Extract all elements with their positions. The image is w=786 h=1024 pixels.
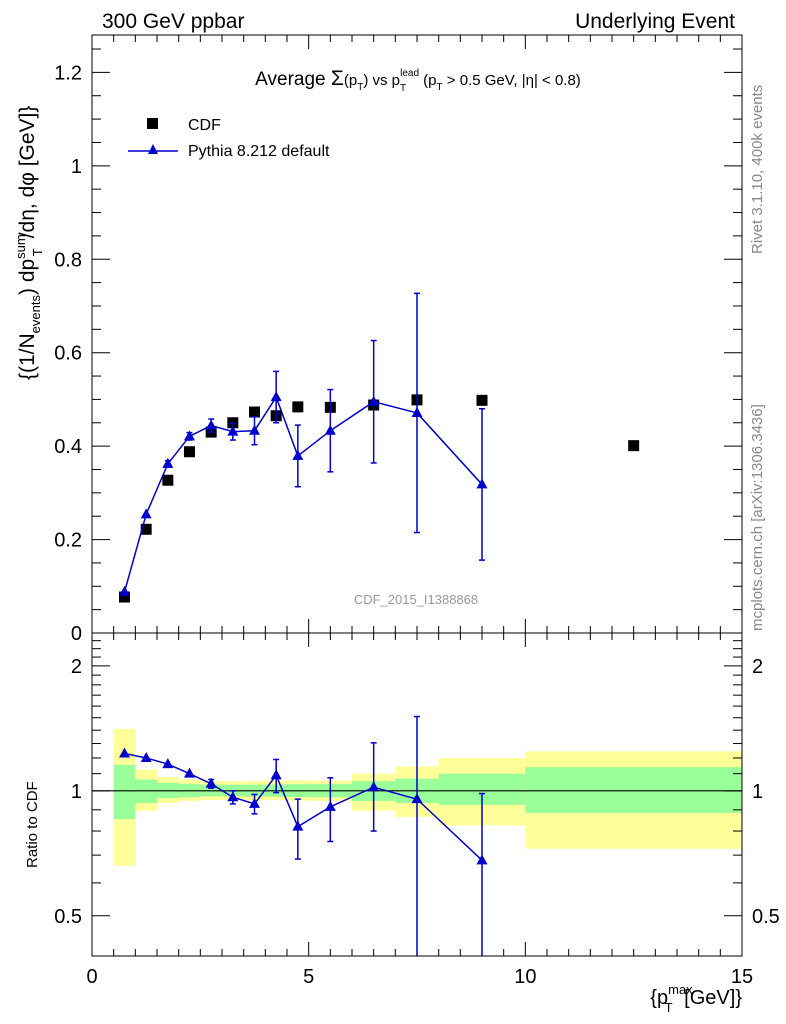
pythia-point [324,424,336,435]
ratio-point [292,820,304,831]
main-y-tick-label: 1 [71,156,82,178]
ratio-panel: 0 5 10 15 0.5 0.5 1 1 2 2 Ratio to CDF {pmax T [Ge… [24,632,780,1015]
ratio-y-tick-label-right: 1 [752,781,763,803]
main-y-tick-label: 0.4 [54,436,82,458]
ratio-plot-marks: 0 5 10 15 0.5 0.5 1 1 2 2 [54,632,780,988]
ratio-y-tick-label: 2 [71,656,82,678]
ratio-ylabel: Ratio to CDF [24,781,41,868]
pythia-point [119,585,130,596]
ratio-green-band [113,764,136,820]
ratio-point [368,781,380,792]
ratio-point [140,751,152,762]
legend-cdf-label: CDF [188,117,221,134]
cdf-point [628,440,640,452]
legend-cdf-marker [147,118,158,129]
main-y-tick-label: 0 [71,623,82,645]
ratio-point [476,854,488,865]
main-y-tick-label: 0.8 [54,249,82,271]
main-y-tick-label: 1.2 [54,62,82,84]
main-y-tick-label: 0.2 [54,530,82,552]
header-right: Underlying Event [575,10,735,33]
side-mcplots-label: mcplots.cern.ch [arXiv:1306.3436] [749,404,766,631]
main-ylabel: {(1/Nevents) dpsum T/dη, dφ [GeV]} [13,106,45,380]
ratio-point [227,791,239,802]
header-left: 300 GeV ppbar [102,10,244,33]
pythia-point [140,508,152,519]
legend-pythia-label: Pythia 8.212 default [188,143,330,160]
cdf-point [292,401,304,413]
pythia-point [411,406,423,417]
x-tick-label: 10 [514,966,536,988]
pythia-point [227,425,239,436]
ratio-point [411,793,423,804]
ratio-point [162,758,174,769]
ratio-point [270,769,282,780]
ratio-point [249,797,260,808]
cdf-point [476,394,488,406]
ratio-point [119,747,130,758]
pythia-point [368,395,380,406]
main-title: Average Σ(pT) vs pTlead (pT > 0.5 GeV, |… [255,67,581,94]
pythia-point [292,449,304,460]
watermark: CDF_2015_I1388868 [354,592,478,607]
cdf-point [162,474,174,486]
pythia-line [123,395,483,593]
main-panel: 0 0.2 0.4 0.6 0.8 1 1.2 CDF_2015_I1388868 Aver… [13,34,743,645]
cdf-point [119,591,130,603]
side-rivet-label: Rivet 3.1.10, 400k events [749,85,766,254]
pythia-point [249,424,260,435]
x-tick-label: 0 [86,966,97,988]
ratio-y-tick-label-right: 0.5 [752,906,780,928]
pythia-point [205,419,217,430]
ratio-green-band [525,767,742,813]
x-axis-label: {pmax T [GeV]} [650,982,742,1015]
ratio-point [205,777,217,788]
cdf-point [249,406,260,418]
cdf-point [140,523,152,535]
x-tick-label: 15 [731,966,753,988]
x-tick-label: 5 [303,966,314,988]
pythia-point [162,457,174,468]
ratio-point [324,800,336,811]
ratio-y-tick-label-right: 2 [752,656,763,678]
ratio-frame [91,632,743,957]
ratio-y-tick-label: 0.5 [54,906,82,928]
pythia-point [476,478,488,489]
main-y-tick-label: 0.6 [54,343,82,365]
cdf-point [184,446,195,458]
main-plot-marks: 0 0.2 0.4 0.6 0.8 1 1.2 [54,35,743,645]
pythia-point [270,391,282,402]
ratio-point [184,767,195,778]
ratio-y-tick-label: 1 [71,781,82,803]
legend-pythia-marker [148,144,158,154]
pythia-point [184,430,195,441]
